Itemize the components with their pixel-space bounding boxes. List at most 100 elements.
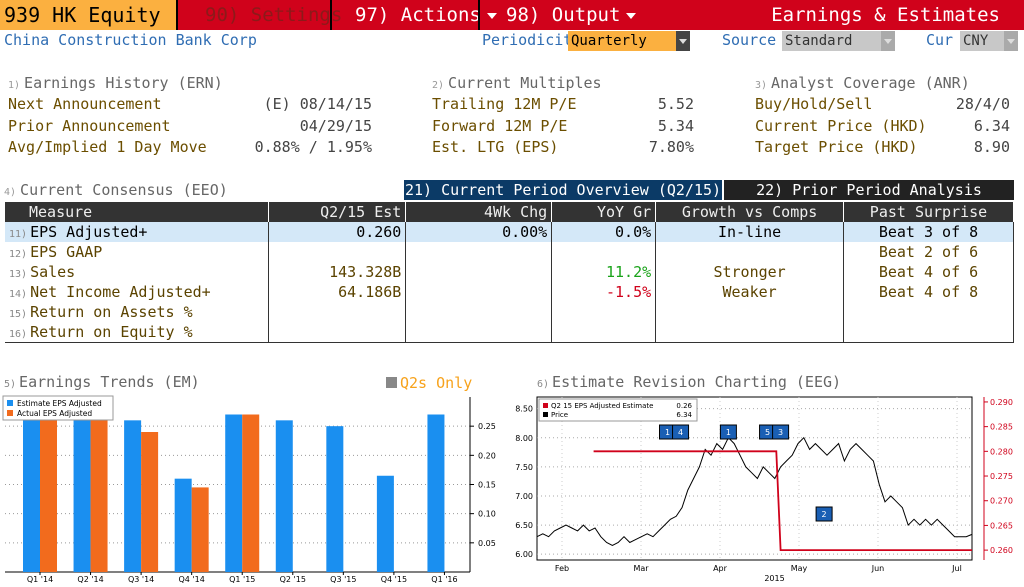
toolbar-separator bbox=[330, 0, 332, 30]
section-title: Estimate Revision Charting (EEG) bbox=[552, 373, 842, 391]
est-ltg-label: Est. LTG (EPS) bbox=[432, 138, 559, 156]
x-tick-label: Q4 '14 bbox=[179, 575, 205, 584]
current-price-value: 6.34 bbox=[973, 117, 1010, 135]
measure-name: Net Income Adjusted+ bbox=[30, 283, 211, 301]
row-number: 15) bbox=[9, 309, 28, 320]
col-measure[interactable]: Measure bbox=[5, 202, 270, 222]
plot-area bbox=[536, 396, 973, 561]
q2s-only-toggle[interactable]: Q2s Only bbox=[386, 374, 472, 392]
col-past-surprise[interactable]: Past Surprise bbox=[843, 202, 1014, 222]
table-row[interactable]: 15) Return on Assets % bbox=[5, 302, 1014, 322]
analyst-coverage-header[interactable]: 3) Analyst Coverage (ANR) bbox=[755, 74, 970, 92]
legend: Q2 15 EPS Adjusted Estimate 0.26 Price 6.34 bbox=[538, 398, 698, 422]
col-growth-vs-comps[interactable]: Growth vs Comps bbox=[655, 202, 845, 222]
buy-hold-sell-value: 28/4/0 bbox=[955, 95, 1010, 113]
trailing-pe-label: Trailing 12M P/E bbox=[432, 95, 577, 113]
yoy-cell: -1.5% bbox=[551, 282, 657, 302]
avg-move-label: Avg/Implied 1 Day Move bbox=[8, 138, 207, 156]
comps-cell: Weaker bbox=[655, 282, 845, 302]
output-menu[interactable]: 98) Output bbox=[506, 0, 637, 30]
y-tick-label: 6.50 bbox=[515, 521, 533, 530]
bar bbox=[23, 420, 40, 572]
currency-select[interactable]: CNY bbox=[960, 31, 1018, 51]
comps-cell bbox=[655, 302, 845, 322]
yoy-cell bbox=[551, 242, 657, 262]
tab-prior-period[interactable]: 22) Prior Period Analysis (Q1/15) bbox=[724, 180, 1014, 219]
chg-cell bbox=[405, 322, 553, 343]
toolbar-separator bbox=[478, 0, 480, 30]
forward-pe-value: 5.34 bbox=[657, 117, 694, 135]
avg-move-value: 0.88% / 1.95% bbox=[254, 138, 372, 156]
y-tick-label: 7.00 bbox=[515, 492, 533, 501]
periodicity-value: Quarterly bbox=[571, 33, 647, 49]
legend-swatch bbox=[543, 412, 548, 417]
col-estimate[interactable]: Q2/15 Est bbox=[268, 202, 407, 222]
y-tick-label: 0.10 bbox=[478, 510, 496, 519]
col-yoy-gr[interactable]: YoY Gr bbox=[551, 202, 657, 222]
table-row[interactable]: 13) Sales 143.328B 11.2% Stronger Beat 4 … bbox=[5, 262, 1014, 282]
settings-menu[interactable]: 90) Settings bbox=[205, 4, 343, 26]
surprise-cell bbox=[843, 302, 1014, 322]
estimate-cell: 64.186B bbox=[268, 282, 407, 302]
currency-value: CNY bbox=[963, 33, 989, 49]
measure-name: Sales bbox=[30, 263, 76, 281]
estimate-cell: 143.328B bbox=[268, 262, 407, 282]
periodicity-select[interactable]: Quarterly bbox=[568, 31, 690, 51]
section-title: Analyst Coverage (ANR) bbox=[771, 74, 970, 92]
y-tick-label: 0.270 bbox=[990, 497, 1013, 506]
consensus-header[interactable]: 4) Current Consensus (EEO) bbox=[4, 181, 228, 199]
bar bbox=[225, 414, 243, 572]
comps-cell: Stronger bbox=[655, 262, 845, 282]
page-title: Earnings & Estimates bbox=[771, 4, 1000, 26]
table-row[interactable]: 14) Net Income Adjusted+ 64.186B -1.5% We… bbox=[5, 282, 1014, 302]
section-number: 5) bbox=[4, 379, 17, 390]
table-row[interactable]: 12) EPS GAAP Beat 2 of 6 bbox=[5, 242, 1014, 262]
bar bbox=[90, 408, 108, 572]
marker-label: 5 bbox=[765, 428, 770, 437]
marker-box bbox=[719, 424, 737, 440]
legend-swatch bbox=[543, 403, 548, 408]
y-tick-label: 0.20 bbox=[478, 451, 496, 460]
chevron-down-icon bbox=[486, 12, 497, 19]
table-row[interactable]: 16) Return on Equity % bbox=[5, 322, 1014, 343]
bar bbox=[326, 426, 344, 572]
bar bbox=[73, 414, 91, 572]
ticker-field[interactable]: 939 HK Equity bbox=[0, 0, 178, 30]
y-tick-label: 7.50 bbox=[515, 463, 533, 472]
section-number: 2) bbox=[432, 80, 445, 91]
section-title: Current Consensus (EEO) bbox=[20, 181, 228, 199]
revision-marker: 5 bbox=[759, 424, 777, 440]
source-select[interactable]: Standard bbox=[782, 31, 895, 51]
revision-marker: 4 bbox=[672, 424, 690, 440]
output-label: 98) Output bbox=[506, 4, 621, 26]
section-title: Current Multiples bbox=[448, 74, 602, 92]
bar bbox=[275, 420, 293, 572]
table-row[interactable]: 11) EPS Adjusted+ 0.260 0.00% 0.0% In-lin… bbox=[5, 222, 1014, 242]
est-ltg-value: 7.80% bbox=[648, 138, 694, 156]
legend-swatch bbox=[7, 410, 13, 416]
x-tick-label: Q4 '15 bbox=[381, 575, 407, 584]
x-tick-label: Apr bbox=[713, 564, 728, 573]
surprise-cell: Beat 2 of 6 bbox=[843, 242, 1014, 262]
x-tick-label: Q2 '14 bbox=[77, 575, 103, 584]
measure-name: EPS Adjusted+ bbox=[30, 223, 148, 241]
x-tick-label: Jun bbox=[871, 564, 885, 573]
col-4wk-chg[interactable]: 4Wk Chg bbox=[405, 202, 553, 222]
legend-label: Price bbox=[551, 411, 568, 419]
earnings-trends-chart: 0.05 0.10 0.15 0.20 0.25 Q1 '14 Q2 '14 Q3 '14 Q4… bbox=[2, 395, 496, 584]
legend-label: Estimate EPS Adjusted bbox=[17, 399, 102, 408]
actions-menu[interactable]: 97) Actions bbox=[355, 0, 497, 30]
estimate-revision-header[interactable]: 6) Estimate Revision Charting (EEG) bbox=[537, 373, 841, 391]
bar bbox=[242, 414, 260, 572]
y-tick-label: 6.00 bbox=[515, 550, 533, 559]
earnings-history-header[interactable]: 1) Earnings History (ERN) bbox=[8, 74, 223, 92]
earnings-trends-header[interactable]: 5) Earnings Trends (EM) bbox=[4, 373, 200, 391]
buy-hold-sell-label: Buy/Hold/Sell bbox=[755, 95, 873, 113]
legend-label: Q2 15 EPS Adjusted Estimate bbox=[551, 402, 653, 410]
comps-cell bbox=[655, 322, 845, 343]
y-tick-label: 0.290 bbox=[990, 398, 1013, 407]
section-number: 1) bbox=[8, 80, 21, 91]
tab-current-period[interactable]: 21) Current Period Overview (Q2/15) bbox=[404, 180, 722, 200]
dropdown-arrow-icon bbox=[881, 31, 895, 51]
